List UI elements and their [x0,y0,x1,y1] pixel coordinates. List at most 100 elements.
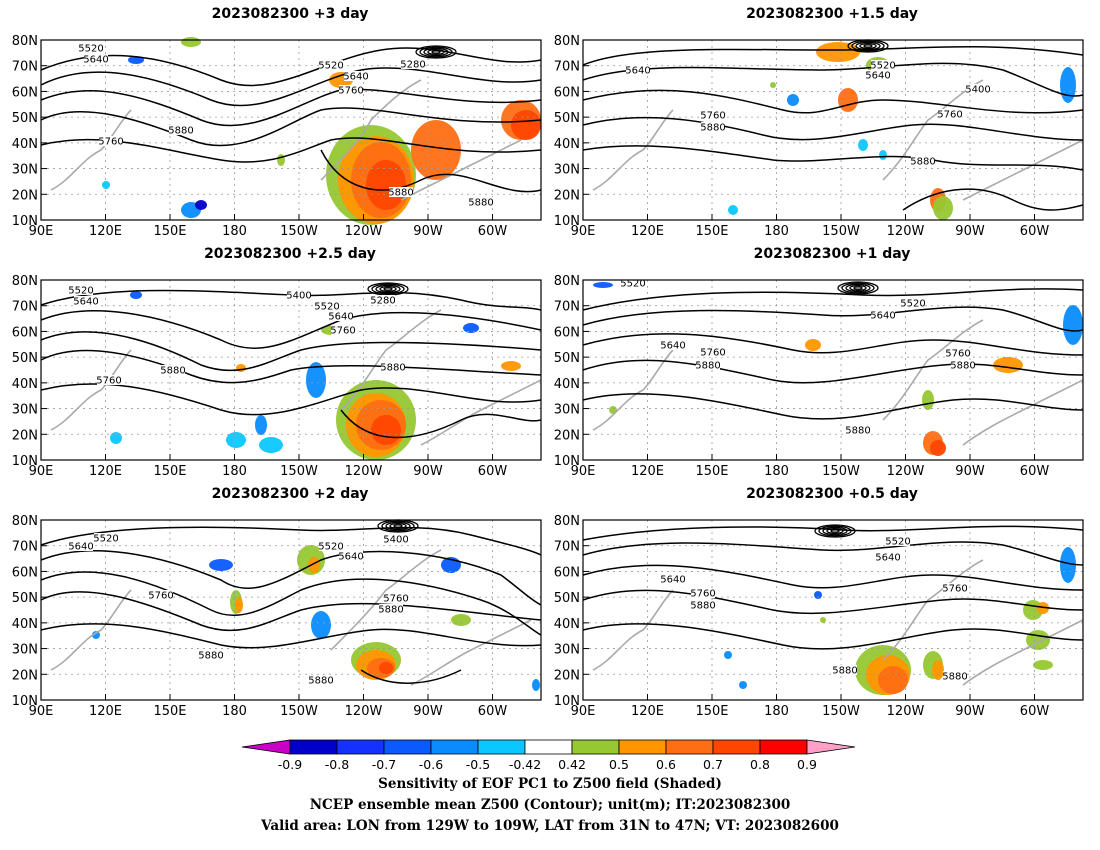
contour-label-bg [161,365,185,375]
contour-label: 5880 [845,426,870,437]
low-center-contour [863,44,873,48]
contour-label: 5520 [900,299,925,310]
lat-tick-label: 50N [554,111,580,126]
contour-label: 5400 [286,291,311,302]
colorbar-tick-label: 0.7 [703,757,723,772]
low-center-contour [381,520,415,532]
contour-label-bg [69,541,93,551]
z500-contour [40,137,542,163]
lon-tick-label: 120W [887,704,925,719]
low-center-contour [814,524,856,538]
panel-title-6: 2023082300 +0.5 day [746,486,918,502]
lon-tick-label: 90E [29,704,54,719]
colorbar-tick-label: 0.8 [750,757,770,772]
lat-tick-label: 40N [554,137,580,152]
coastline [50,109,132,191]
lon-tick-label: 90W [413,464,443,479]
contour-label: 5640 [875,553,900,564]
contour-label-bg [315,301,339,311]
contour-label-bg [389,187,413,197]
lon-tick-label: 180 [764,224,789,239]
z500-contour [40,550,542,606]
sensitivity-shading [311,611,331,639]
contour-label: 5760 [945,349,970,360]
contour-label: 5520 [620,279,645,290]
low-center-contour [427,48,445,56]
lon-tick-label: 150E [695,224,728,239]
sensitivity-shading [181,37,201,47]
contour-label: 5520 [318,542,343,553]
coastline [410,619,532,686]
lon-tick-label: 120E [631,704,664,719]
sensitivity-shading [1060,547,1076,583]
low-center-contour [419,46,453,58]
lat-tick-label: 50N [12,111,38,126]
colorbar-swatch [571,739,620,755]
sensitivity-shading [593,282,613,288]
lat-tick-label: 60N [554,325,580,340]
contour-label: 5880 [308,676,333,687]
lon-tick-label: 120E [89,464,122,479]
contour-label: 5760 [942,584,967,595]
contour-label-bg [661,340,685,350]
lat-tick-label: 20N [554,428,580,443]
sensitivity-shading [379,662,393,674]
z500-contour [582,623,1084,650]
low-center-contour [853,286,863,290]
contour-label-bg [169,125,193,135]
lon-tick-label: 150E [695,464,728,479]
lon-tick-label: 120W [887,224,925,239]
lat-tick-label: 80N [12,34,38,49]
caption-line-3: Valid area: LON from 129W to 109W, LAT f… [261,818,839,834]
lon-tick-label: 60W [1020,704,1050,719]
low-center-contour [826,527,844,535]
colorbar-low-arrow [241,739,291,755]
contour-label-bg [943,583,967,593]
lon-tick-label: 150W [822,224,860,239]
colorbar-tick-label: 0.42 [558,757,586,772]
contour-label: 5880 [695,361,720,372]
contour-label-bg [339,551,363,561]
lat-tick-label: 70N [12,60,38,75]
map-frame [40,39,542,221]
sensitivity-shading [816,42,860,62]
sensitivity-shading [366,160,406,210]
colorbar-tick-label: -0.6 [419,757,443,772]
low-center-contour [822,526,848,536]
contour-label-bg [199,650,223,660]
z500-contour [40,331,542,372]
lon-tick-label: 120E [631,224,664,239]
contour-label-bg [69,285,93,295]
contour-label-bg [401,59,425,69]
sensitivity-shading [1060,67,1076,103]
lat-tick-label: 30N [554,643,580,658]
lon-tick-label: 120W [345,704,383,719]
colorbar-swatch [477,739,526,755]
colorbar-tick-label: -0.7 [372,757,396,772]
lat-tick-label: 70N [12,540,38,555]
lat-tick-label: 30N [12,643,38,658]
coastline [400,139,522,201]
contour-label: 5520 [870,61,895,72]
lat-tick-label: 40N [12,377,38,392]
lat-tick-label: 80N [12,274,38,289]
lon-tick-label: 120W [345,464,383,479]
sensitivity-shading [1037,602,1049,614]
low-center-contour [841,282,875,294]
contour-label: 5520 [885,537,910,548]
coastline [592,589,674,671]
lon-tick-label: 90E [29,464,54,479]
contour-label: 5520 [68,286,93,297]
lat-tick-label: 80N [12,514,38,529]
contour-label-bg [701,122,725,132]
map-panel-2: 5640 552056405400576058805760588010N20N30… [554,34,1084,239]
low-center-contour [423,47,449,57]
contour-label: 5880 [468,198,493,209]
coastline [962,619,1084,686]
sensitivity-shading [878,666,908,694]
contour-label: 5640 [343,72,368,83]
lon-tick-label: 60W [1020,464,1050,479]
sensitivity-shading [501,361,521,371]
contour-label: 5760 [937,110,962,121]
coastline [962,379,1084,446]
